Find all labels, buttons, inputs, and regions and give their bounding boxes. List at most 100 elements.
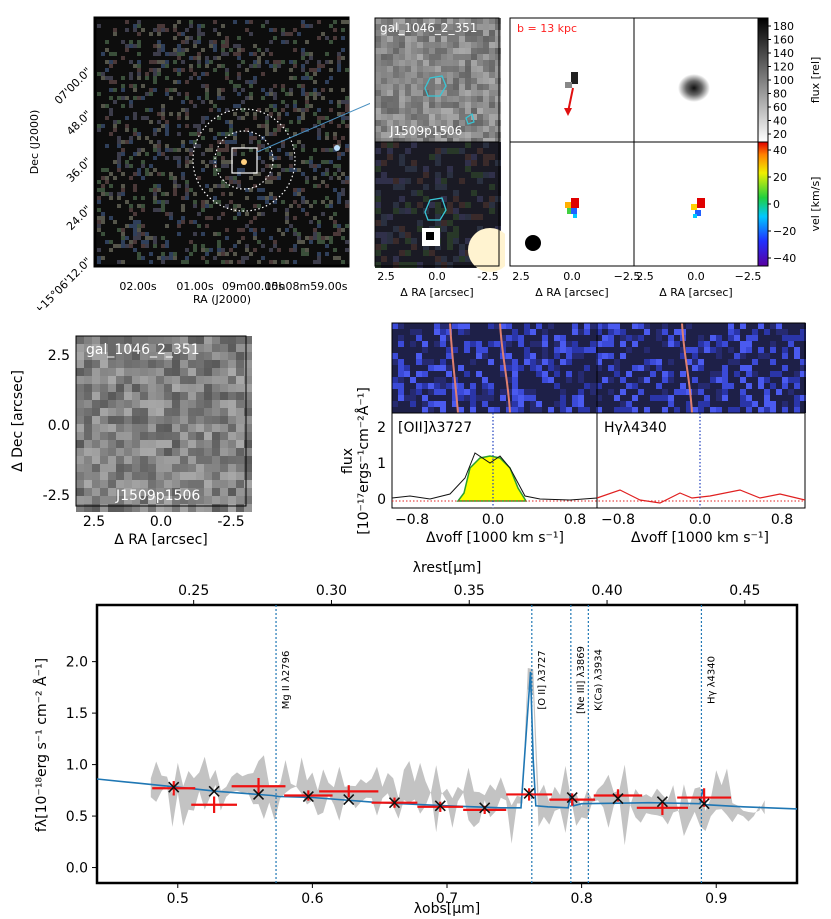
- cbar-tick-label: 80: [773, 88, 787, 101]
- sed-top-xtick: 0.30: [316, 583, 347, 599]
- cbar-tick-label: −20: [773, 225, 796, 238]
- line-ytick-1: 1: [377, 456, 386, 472]
- model-photometry-point: [434, 800, 446, 812]
- sed-xtick: 0.5: [167, 891, 189, 907]
- line-ylabel-2: [10⁻¹⁷ergs⁻¹cm⁻²Å⁻¹]: [355, 387, 372, 535]
- cbar-tick-label: 40: [773, 144, 787, 157]
- outer-radius-circle: [192, 108, 296, 212]
- cbar-tick-label: 120: [773, 61, 794, 74]
- hg-xtick-4: 0.8: [771, 512, 793, 528]
- cutout-xtick-0: 2.5: [83, 514, 105, 530]
- zoom-contour-top-2: [465, 113, 475, 125]
- wide-xtick-0: 02.00s: [119, 280, 156, 293]
- zoom-box: [231, 147, 258, 174]
- cbar-tick-label: 180: [773, 20, 794, 33]
- psf-circle: [525, 235, 541, 251]
- zoom-star: [468, 228, 505, 272]
- sed-top-xtick: 0.35: [454, 583, 485, 599]
- sed-top-xtick: 0.25: [178, 583, 209, 599]
- zoom-contour-bot: [424, 197, 447, 221]
- line-ytick-2: 0: [377, 492, 386, 508]
- sed-spectrum-chart: Mg II λ2796 [O II] λ3727 [Ne III] λ3869 K(C…: [33, 560, 799, 917]
- sed-ytick: 0.0: [66, 861, 88, 877]
- spec1d-hgamma: [596, 412, 806, 509]
- hgamma-panel-label: Hγλ4340: [604, 420, 667, 436]
- cutout-ytick-1: 0.0: [48, 418, 70, 434]
- hg-xlabel: Δvoff [1000 km s⁻¹]: [631, 530, 769, 546]
- galaxy-source: [241, 159, 247, 165]
- sed-ytick: 1.5: [66, 706, 88, 722]
- zoom-xlabel: Δ RA [arcsec]: [400, 286, 473, 299]
- emission-line-label: Mg II λ2796: [281, 651, 292, 710]
- model-photometry-point: [208, 785, 220, 797]
- zoom-contour-top: [424, 75, 447, 97]
- zoom-figure: gal_1046_2_351 J1509p1506 2.5 0.0 -2.5 Δ…: [374, 17, 505, 299]
- cutout-ylabel: Δ Dec [arcsec]: [10, 370, 26, 472]
- wide-ytick-4: +15°06'12.0": [32, 255, 94, 310]
- sed-ytick: 1.0: [66, 758, 88, 774]
- cbar-tick-label: 40: [773, 115, 787, 128]
- model-flux-blob: [678, 74, 710, 102]
- wide-ytick-2: 36.0": [64, 155, 94, 185]
- sed-plot-frame: [95, 603, 799, 885]
- emission-line-label: K(Ca) λ3934: [593, 649, 604, 711]
- sed-xtick: 0.8: [570, 891, 592, 907]
- velocity-colorbar: [757, 141, 769, 267]
- model-photometry-point: [479, 802, 491, 814]
- model-photometry-point: [523, 787, 535, 799]
- kin-xtick-right-1: 0.0: [687, 270, 705, 283]
- wide-ytick-3: 24.0": [64, 203, 94, 233]
- zoom-xtick-2: -2.5: [477, 270, 498, 283]
- cutout-xlabel: Δ RA [arcsec]: [114, 532, 207, 548]
- oii-xtick-0: −0.8: [395, 512, 429, 528]
- zoom-top-label: gal_1046_2_351: [380, 21, 477, 35]
- wide-xtick-1: 01.00s: [176, 280, 213, 293]
- cbar-tick-label: 20: [773, 128, 787, 141]
- hg-xtick-0: −0.8: [601, 512, 635, 528]
- oii-xlabel: Δvoff [1000 km s⁻¹]: [426, 530, 564, 546]
- cutout-xtick-2: -2.5: [217, 514, 244, 530]
- model-photometry-point: [302, 790, 314, 803]
- sed-xtick: 0.6: [301, 891, 323, 907]
- sed-ytick: 2.0: [66, 655, 88, 671]
- cutout-xtick-1: 0.0: [150, 514, 172, 530]
- sed-xtick: 0.7: [436, 891, 458, 907]
- wide-xtick-3: 15h08m59.00s: [265, 280, 348, 293]
- line-ytick-0: 2: [377, 420, 386, 436]
- kin-xtick-left-0: 2.5: [512, 270, 530, 283]
- sed-ytick: 0.5: [66, 809, 88, 825]
- kin-xlabel-right: Δ RA [arcsec]: [659, 286, 732, 299]
- cbar-tick-label: 160: [773, 34, 794, 47]
- zoom-xtick-0: 2.5: [377, 270, 395, 283]
- flux-cbar-label: flux [rel]: [809, 57, 822, 104]
- oii-xtick-2: 0.0: [482, 512, 504, 528]
- kin-xtick-right-0: 2.5: [636, 270, 654, 283]
- model-photometry-point: [566, 791, 578, 804]
- sed-top-xtick: 0.45: [729, 583, 760, 599]
- model-photometry-point: [343, 794, 355, 806]
- line-fit-figure: [OII]λ3727 Hγλ4340 2 1 0 flux [10⁻¹⁷ergs…: [340, 322, 806, 546]
- cbar-tick-label: 100: [773, 74, 794, 87]
- zoom-connector: [256, 102, 370, 153]
- sed-top-xtick: 0.40: [591, 583, 622, 599]
- sed-xtick: 0.9: [705, 891, 727, 907]
- cbar-tick-label: −40: [773, 252, 796, 265]
- inner-radius-circle: [214, 130, 274, 190]
- sed-ylabel: fλ[10⁻¹⁸erg s⁻¹ cm⁻² Å⁻¹]: [33, 658, 50, 832]
- wide-ylabel: Dec (J2000): [28, 110, 41, 175]
- wide-ytick-1: 48.0": [64, 108, 94, 138]
- impact-parameter-label: b = 13 kpc: [517, 22, 577, 35]
- wide-xtick-2: 09m00.00s: [222, 280, 284, 293]
- cutout-top-label: gal_1046_2_351: [86, 342, 200, 358]
- cutout-bottom-label: J1509p1506: [115, 488, 200, 504]
- oii-panel-label: [OII]λ3727: [398, 420, 472, 436]
- kin-xlabel-left: Δ RA [arcsec]: [535, 286, 608, 299]
- wide-field-figure: 07'00.0" 48.0" 36.0" 24.0" +15°06'12.0" …: [28, 16, 370, 310]
- cutout-ytick-0: 2.5: [48, 348, 70, 364]
- wide-ytick-0: 07'00.0": [52, 65, 94, 107]
- line-ylabel-1: flux: [340, 448, 356, 474]
- model-photometry-point: [388, 797, 401, 809]
- cutout-ytick-2: -2.5: [43, 488, 70, 504]
- cbar-tick-label: 20: [773, 171, 787, 184]
- emission-line-label: [Ne III] λ3869: [576, 646, 587, 714]
